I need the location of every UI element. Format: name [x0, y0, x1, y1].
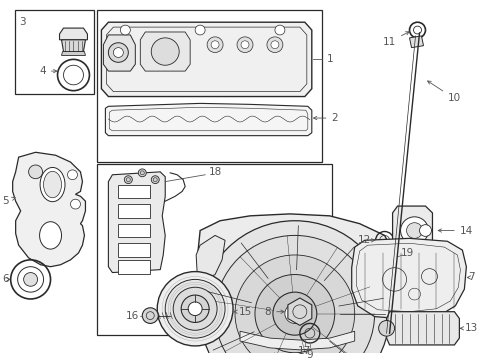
Text: 7: 7 — [467, 273, 475, 283]
Circle shape — [255, 275, 335, 353]
Polygon shape — [196, 235, 225, 279]
Circle shape — [379, 320, 394, 336]
Polygon shape — [288, 298, 312, 325]
Polygon shape — [103, 35, 135, 71]
Bar — [119, 224, 150, 237]
Text: 13: 13 — [460, 323, 478, 333]
Circle shape — [24, 273, 38, 286]
Circle shape — [181, 295, 209, 323]
Circle shape — [138, 169, 147, 177]
Ellipse shape — [40, 167, 65, 202]
Bar — [119, 185, 150, 198]
Circle shape — [407, 223, 422, 238]
Text: 17: 17 — [298, 346, 312, 356]
Polygon shape — [62, 40, 85, 51]
Polygon shape — [352, 238, 466, 320]
Text: 6: 6 — [2, 274, 10, 284]
Text: 5: 5 — [2, 196, 15, 206]
Circle shape — [419, 225, 432, 237]
Bar — [119, 260, 150, 274]
Circle shape — [195, 25, 205, 35]
Circle shape — [157, 271, 233, 346]
Text: 2: 2 — [314, 113, 338, 123]
Bar — [98, 164, 332, 335]
Polygon shape — [392, 206, 433, 255]
Bar — [119, 243, 150, 257]
Circle shape — [211, 41, 219, 49]
Text: 3: 3 — [19, 17, 26, 27]
Circle shape — [200, 221, 390, 360]
Circle shape — [378, 265, 393, 280]
Text: 19: 19 — [401, 248, 414, 258]
Circle shape — [142, 308, 158, 323]
Circle shape — [151, 38, 179, 65]
Ellipse shape — [40, 222, 62, 249]
Bar — [98, 10, 322, 162]
Bar — [15, 10, 95, 94]
Polygon shape — [62, 51, 85, 55]
Circle shape — [165, 279, 225, 338]
Circle shape — [400, 217, 428, 244]
Polygon shape — [13, 152, 85, 267]
Text: 12: 12 — [358, 235, 375, 245]
Ellipse shape — [44, 171, 62, 198]
Circle shape — [113, 48, 123, 57]
Circle shape — [271, 41, 279, 49]
Text: 15: 15 — [234, 307, 252, 317]
Polygon shape — [410, 36, 423, 48]
Circle shape — [71, 199, 80, 209]
Text: 9: 9 — [307, 350, 313, 360]
Circle shape — [68, 170, 77, 180]
Circle shape — [237, 37, 253, 53]
Bar — [119, 204, 150, 218]
Circle shape — [108, 43, 128, 62]
Circle shape — [207, 37, 223, 53]
Polygon shape — [101, 22, 312, 96]
Circle shape — [241, 41, 249, 49]
Polygon shape — [108, 172, 165, 273]
Polygon shape — [59, 28, 87, 40]
Circle shape — [215, 235, 375, 360]
Circle shape — [273, 292, 317, 335]
Text: 8: 8 — [265, 307, 284, 317]
Circle shape — [275, 25, 285, 35]
Polygon shape — [387, 312, 460, 345]
Polygon shape — [140, 32, 190, 71]
Text: 1: 1 — [326, 54, 333, 64]
Polygon shape — [105, 103, 312, 136]
Text: 10: 10 — [428, 81, 461, 103]
Text: 18: 18 — [208, 167, 221, 177]
Text: 16: 16 — [126, 311, 139, 321]
Circle shape — [173, 287, 217, 330]
Circle shape — [267, 37, 283, 53]
Polygon shape — [240, 331, 355, 350]
Polygon shape — [374, 250, 397, 292]
Circle shape — [188, 302, 202, 316]
Text: 14: 14 — [438, 225, 473, 235]
Polygon shape — [198, 214, 394, 340]
Circle shape — [151, 176, 159, 184]
Circle shape — [235, 255, 355, 360]
Circle shape — [285, 304, 305, 323]
Circle shape — [124, 176, 132, 184]
Circle shape — [28, 165, 43, 179]
Text: 11: 11 — [383, 32, 409, 47]
Circle shape — [121, 25, 130, 35]
Text: 4: 4 — [39, 66, 57, 76]
